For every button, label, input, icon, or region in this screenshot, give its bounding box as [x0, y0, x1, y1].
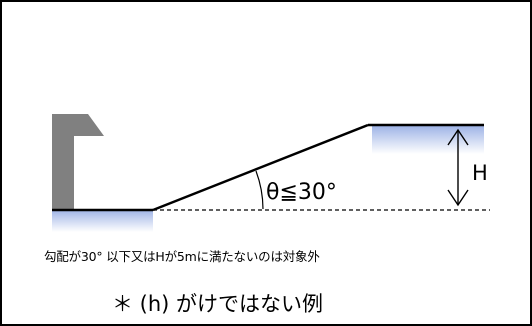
height-arrow	[447, 128, 469, 207]
height-label: H	[472, 161, 488, 185]
upper-ground-fill	[372, 126, 484, 154]
retaining-wall-shape	[52, 114, 104, 209]
example-title: ＊ (h) がけではない例	[112, 292, 324, 316]
lower-ground-fill	[52, 210, 153, 232]
angle-arc	[255, 170, 264, 210]
caption-text: 勾配が30° 以下又はHが5mに満たないのは対象外	[44, 249, 320, 264]
slope-line	[152, 123, 369, 212]
angle-label: θ≦30°	[266, 180, 337, 205]
